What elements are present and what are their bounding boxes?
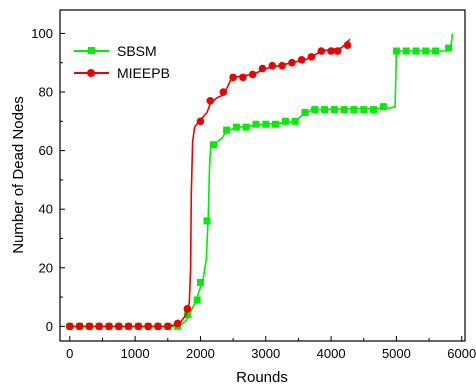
y-tick-label: 40: [39, 202, 53, 217]
x-tick-label: 5000: [382, 346, 411, 361]
y-axis-title: Number of Dead Nodes: [10, 96, 27, 254]
data-point-mieepb: [248, 70, 257, 79]
data-point-mieepb: [124, 322, 133, 331]
data-point-mieepb: [154, 322, 162, 331]
x-tick-label: 6000: [447, 346, 476, 361]
plot-frame: [59, 9, 466, 342]
legend-marker-mieepb: [87, 69, 95, 77]
data-point-mieepb: [105, 322, 113, 331]
data-point-mieepb: [229, 73, 237, 82]
data-point-mieepb: [163, 322, 172, 331]
data-point-sbsm: [311, 106, 319, 114]
x-axis-title: Rounds: [236, 369, 288, 386]
data-point-sbsm: [360, 106, 368, 114]
data-point-mieepb: [85, 322, 94, 331]
legend-label-mieepb: MIEEPB: [117, 65, 170, 81]
data-point-sbsm: [402, 47, 410, 55]
y-tick-label: 100: [31, 26, 53, 41]
data-point-mieepb: [297, 55, 306, 64]
data-point-mieepb: [258, 64, 267, 73]
data-point-mieepb: [114, 322, 123, 331]
data-point-sbsm: [183, 311, 191, 319]
legend: SBSM MIEEPB: [74, 43, 170, 81]
data-point-sbsm: [291, 117, 299, 125]
x-tick-label: 1000: [121, 346, 150, 361]
data-point-mieepb: [196, 117, 205, 126]
data-point-mieepb: [317, 47, 326, 55]
x-tick-label: 4000: [317, 346, 346, 361]
data-point-mieepb: [333, 47, 342, 55]
data-point-sbsm: [223, 126, 231, 134]
x-axis-ticks: 0 1000 2000 3000 4000 5000 6000: [66, 336, 476, 361]
data-point-sbsm: [392, 47, 400, 55]
data-point-mieepb: [144, 322, 152, 331]
data-point-sbsm: [350, 106, 358, 114]
data-point-sbsm: [330, 106, 338, 114]
series-sbsm: [66, 33, 454, 330]
legend-marker-sbsm: [88, 47, 95, 54]
data-point-sbsm: [252, 120, 260, 128]
series-layer: [65, 33, 454, 331]
data-point-sbsm: [422, 47, 430, 55]
data-point-sbsm: [210, 141, 218, 149]
data-point-mieepb: [134, 322, 143, 331]
data-point-sbsm: [379, 103, 387, 111]
data-point-mieepb: [173, 319, 182, 328]
data-point-sbsm: [272, 120, 280, 128]
data-point-mieepb: [65, 322, 74, 331]
data-point-sbsm: [196, 278, 204, 286]
data-point-mieepb: [288, 58, 296, 67]
data-point-sbsm: [281, 117, 289, 125]
x-tick-label: 0: [66, 346, 73, 361]
data-point-sbsm: [203, 217, 211, 225]
data-point-mieepb: [206, 97, 215, 105]
data-point-mieepb: [327, 47, 335, 55]
y-tick-label: 60: [39, 143, 53, 158]
y-axis-ticks: 0 20 40 60 80 100: [31, 26, 65, 334]
data-point-mieepb: [95, 322, 103, 331]
data-point-sbsm: [301, 109, 309, 117]
data-point-sbsm: [445, 44, 453, 52]
data-point-mieepb: [307, 53, 316, 61]
data-point-mieepb: [343, 41, 352, 49]
data-point-mieepb: [278, 61, 286, 70]
data-point-sbsm: [340, 106, 348, 114]
data-point-sbsm: [193, 296, 201, 304]
data-point-sbsm: [262, 120, 270, 128]
series-mieepb: [65, 38, 352, 331]
data-point-mieepb: [75, 322, 84, 331]
data-point-sbsm: [432, 47, 440, 55]
x-tick-label: 2000: [186, 346, 215, 361]
data-point-mieepb: [219, 88, 228, 96]
data-point-sbsm: [321, 106, 329, 114]
data-point-mieepb: [268, 61, 277, 70]
data-point-mieepb: [239, 73, 247, 82]
data-point-sbsm: [232, 123, 240, 131]
data-point-mieepb: [183, 304, 192, 313]
y-tick-label: 80: [39, 85, 53, 100]
y-tick-label: 20: [39, 260, 53, 275]
x-tick-label: 3000: [251, 346, 280, 361]
data-point-sbsm: [370, 106, 378, 114]
data-point-sbsm: [242, 123, 250, 131]
data-point-sbsm: [412, 47, 420, 55]
legend-label-sbsm: SBSM: [117, 43, 157, 59]
y-tick-label: 0: [46, 319, 53, 334]
